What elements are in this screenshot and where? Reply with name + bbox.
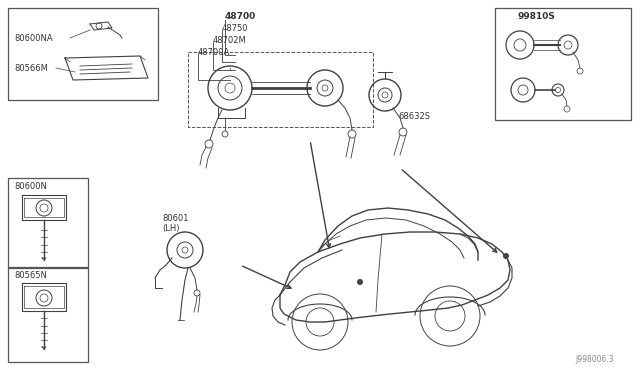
Text: 80600N: 80600N [14,182,47,191]
Text: 99810S: 99810S [518,12,556,21]
Circle shape [357,279,363,285]
Text: 48700A: 48700A [198,48,230,57]
Text: 80566M: 80566M [14,64,48,73]
Text: 80600NA: 80600NA [14,33,52,42]
Text: 48700: 48700 [225,12,256,21]
Text: J998006.3: J998006.3 [575,355,614,364]
Text: 48702M: 48702M [213,36,247,45]
Text: 80601: 80601 [162,214,189,223]
Circle shape [503,253,509,259]
Text: (LH): (LH) [162,224,179,233]
Text: 48750: 48750 [222,24,248,33]
Text: 80565N: 80565N [14,271,47,280]
Text: 68632S: 68632S [398,112,430,121]
